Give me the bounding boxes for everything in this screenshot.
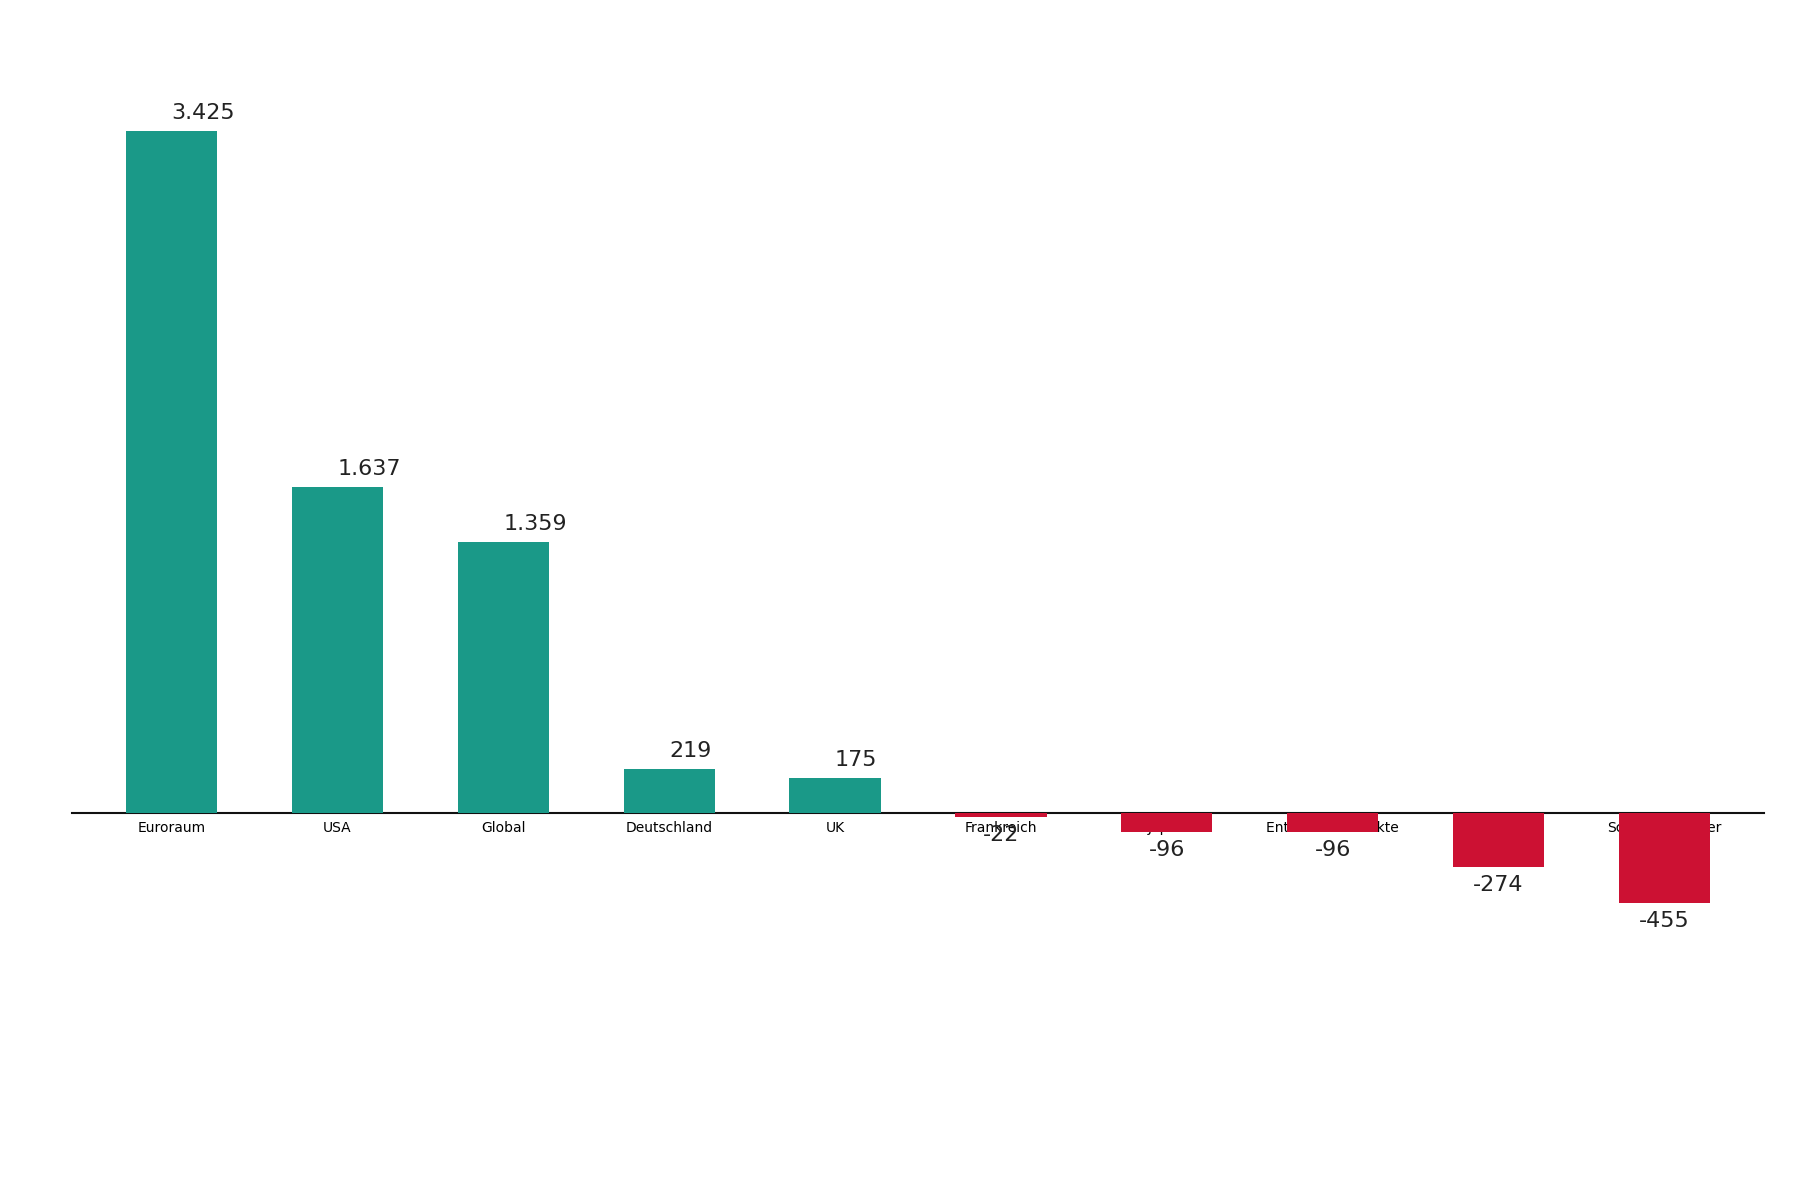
Bar bbox=[956, 812, 1046, 817]
Text: 1.637: 1.637 bbox=[337, 458, 401, 479]
Text: 219: 219 bbox=[670, 740, 711, 761]
Text: -22: -22 bbox=[983, 824, 1019, 845]
Bar bbox=[1287, 812, 1379, 832]
Text: -96: -96 bbox=[1314, 840, 1350, 859]
Text: 1.359: 1.359 bbox=[504, 514, 567, 534]
Bar bbox=[623, 769, 715, 812]
Bar bbox=[457, 542, 549, 812]
Text: -455: -455 bbox=[1640, 911, 1690, 931]
Bar bbox=[1121, 812, 1213, 832]
Text: 3.425: 3.425 bbox=[171, 103, 236, 122]
Bar bbox=[1453, 812, 1544, 868]
Bar bbox=[1618, 812, 1710, 904]
Bar bbox=[292, 486, 383, 812]
Text: -274: -274 bbox=[1474, 875, 1525, 895]
Text: 175: 175 bbox=[835, 750, 878, 769]
Text: -96: -96 bbox=[1148, 840, 1184, 859]
Bar bbox=[126, 131, 218, 812]
Bar bbox=[790, 778, 880, 812]
